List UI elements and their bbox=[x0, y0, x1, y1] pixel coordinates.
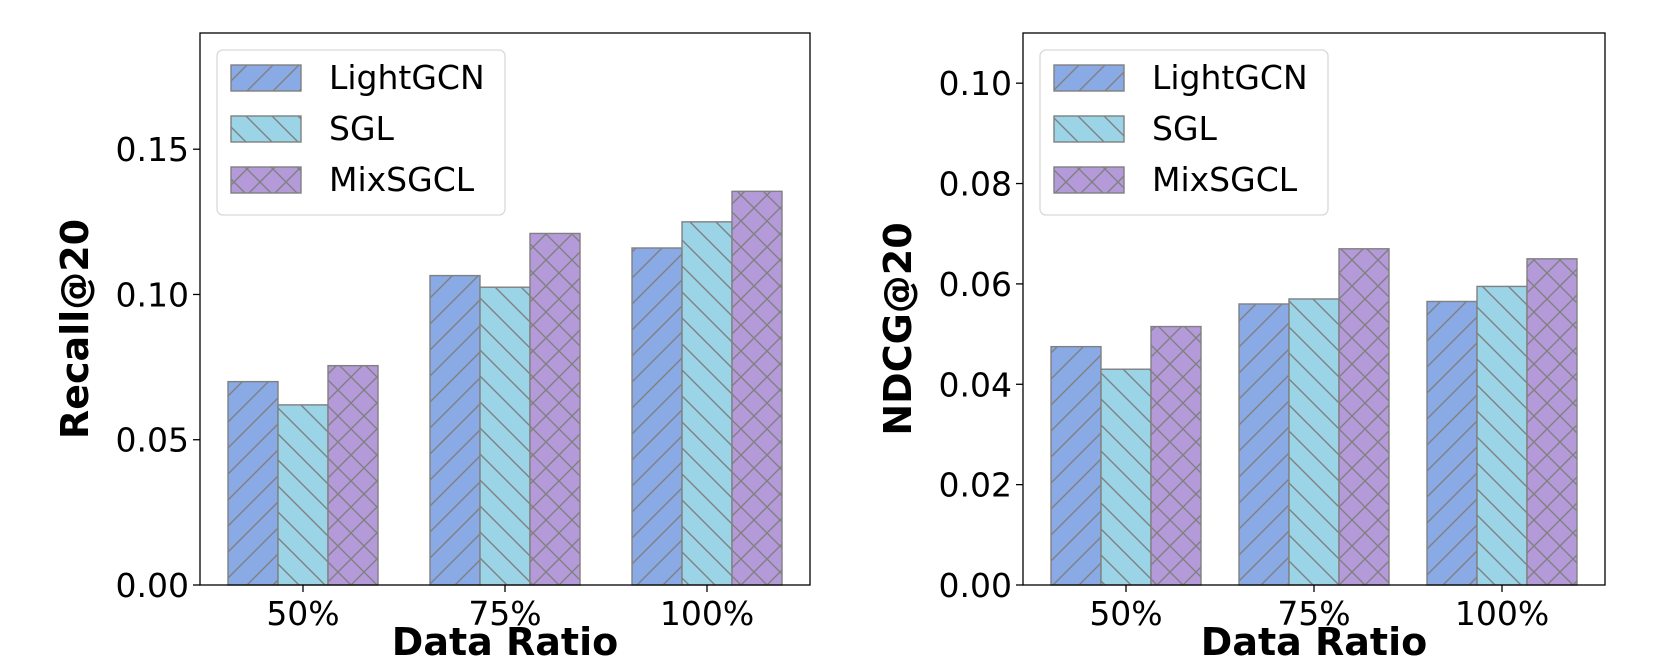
legend-label: SGL bbox=[1152, 109, 1218, 148]
y-axis-title: Recall@20 bbox=[53, 219, 97, 439]
legend-label: MixSGCL bbox=[1152, 160, 1298, 199]
bar-sgl-100pct bbox=[681, 221, 733, 586]
legend-swatch-hatch bbox=[230, 166, 302, 194]
bar-sgl-75pct bbox=[1288, 298, 1340, 586]
x-axis-title: Data Ratio bbox=[1201, 620, 1427, 664]
bar-lightgcn-100pct bbox=[631, 247, 683, 586]
legend-swatch-hatch bbox=[230, 64, 302, 92]
legend-swatch-hatch bbox=[1053, 64, 1125, 92]
x-tick-label: 50% bbox=[266, 594, 339, 633]
bar-mixsgcl-100pct bbox=[731, 190, 783, 586]
plot-frame bbox=[1022, 32, 1606, 586]
bar-mixsgcl-100pct bbox=[1526, 258, 1578, 586]
bar-sgl-100pct bbox=[1476, 285, 1528, 586]
y-tick-label: 0.06 bbox=[939, 265, 1012, 304]
bar-mixsgcl-75pct bbox=[529, 232, 581, 586]
bar-mixsgcl-50pct bbox=[327, 364, 379, 586]
bar-sgl-50pct bbox=[1100, 368, 1152, 586]
bar-lightgcn-75pct bbox=[1238, 303, 1290, 586]
chart-panel-2: 50% 75% 100% 0.00 0.02 0.04 0.06 0.08 0.10 Data R… bbox=[876, 32, 1606, 664]
bar-sgl-75pct bbox=[479, 286, 531, 586]
bar-mixsgcl-50pct bbox=[1150, 325, 1202, 586]
plot-frame bbox=[199, 32, 811, 586]
bar-lightgcn-100pct bbox=[1426, 300, 1478, 586]
x-tick-label: 75% bbox=[468, 594, 541, 633]
legend-label: LightGCN bbox=[329, 58, 485, 97]
legend-item-sgl: SGL bbox=[230, 109, 395, 148]
y-tick-label: 0.00 bbox=[939, 566, 1012, 605]
legend-item-mixsgcl: MixSGCL bbox=[230, 160, 475, 199]
bar-lightgcn-50pct bbox=[227, 380, 279, 586]
y-tick-label: 0.00 bbox=[116, 566, 189, 605]
bar-lightgcn-75pct bbox=[429, 274, 481, 586]
legend-item-mixsgcl: MixSGCL bbox=[1053, 160, 1298, 199]
y-tick-label: 0.10 bbox=[939, 64, 1012, 103]
legend-swatch-hatch bbox=[230, 115, 302, 143]
x-tick-label: 50% bbox=[1089, 594, 1162, 633]
y-axis-title: NDCG@20 bbox=[876, 222, 920, 435]
x-tick-label: 75% bbox=[1277, 594, 1350, 633]
x-tick-label: 100% bbox=[1455, 594, 1549, 633]
legend-label: MixSGCL bbox=[329, 160, 475, 199]
y-tick-label: 0.15 bbox=[116, 130, 189, 169]
legend-item-sgl: SGL bbox=[1053, 109, 1218, 148]
y-tick-label: 0.08 bbox=[939, 165, 1012, 204]
bar-sgl-50pct bbox=[277, 404, 329, 586]
y-tick-label: 0.04 bbox=[939, 365, 1012, 404]
legend-item-lightgcn: LightGCN bbox=[1053, 58, 1308, 97]
chart-panel-1: 50% 75% 100% 0.00 0.05 0.10 0.15 Data Ratio Reca… bbox=[53, 32, 811, 664]
legend-swatch-hatch bbox=[1053, 115, 1125, 143]
legend-swatch-hatch bbox=[1053, 166, 1125, 194]
legend-label: SGL bbox=[329, 109, 395, 148]
legend-label: LightGCN bbox=[1152, 58, 1308, 97]
bar-lightgcn-50pct bbox=[1050, 345, 1102, 586]
y-tick-label: 0.05 bbox=[116, 421, 189, 460]
bar-mixsgcl-75pct bbox=[1338, 248, 1390, 586]
legend: LightGCN SGL MixSGCL bbox=[1039, 49, 1329, 216]
y-tick-label: 0.10 bbox=[116, 275, 189, 314]
x-axis-title: Data Ratio bbox=[392, 620, 618, 664]
legend: LightGCN SGL MixSGCL bbox=[216, 49, 506, 216]
y-tick-label: 0.02 bbox=[939, 466, 1012, 505]
legend-item-lightgcn: LightGCN bbox=[230, 58, 485, 97]
x-tick-label: 100% bbox=[660, 594, 754, 633]
